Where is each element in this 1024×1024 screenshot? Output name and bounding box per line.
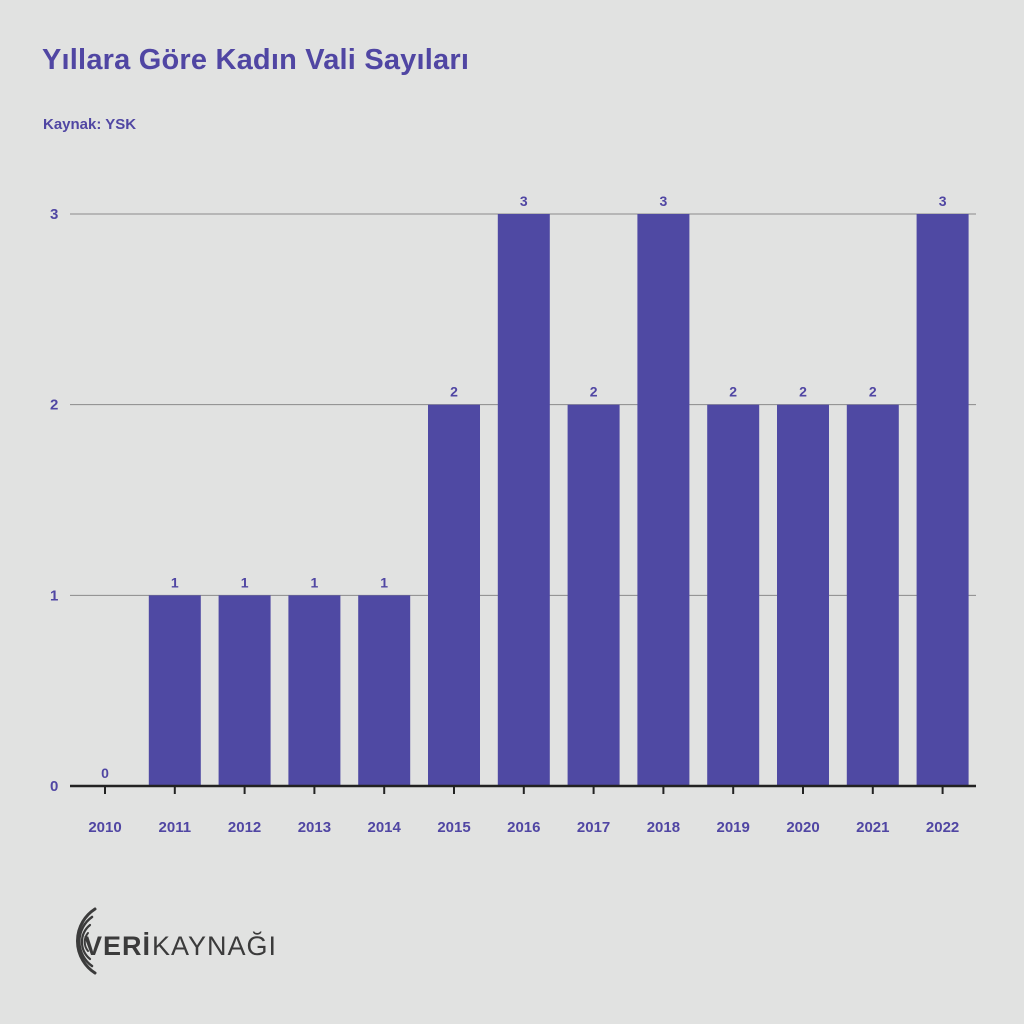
- data-label: 1: [380, 574, 388, 590]
- x-tick-label: 2016: [507, 819, 540, 836]
- bar: [707, 404, 760, 786]
- data-label: 2: [450, 384, 458, 400]
- bar: [916, 214, 969, 786]
- y-tick-label: 1: [50, 587, 58, 604]
- bar: [497, 214, 550, 786]
- bar: [567, 404, 620, 786]
- logo-arcs-icon: [76, 907, 97, 975]
- chart-title: Yıllara Göre Kadın Vali Sayıları: [42, 44, 470, 76]
- data-label: 1: [241, 574, 249, 590]
- bar: [777, 404, 829, 786]
- data-label: 3: [660, 193, 668, 209]
- bar: [148, 595, 201, 786]
- x-tick-label: 2022: [926, 819, 959, 836]
- labels: 0 1 2 3 0 2010 1 2011 1 2012 1 2013 1 2014 2 2015 3 2016 2…: [50, 193, 959, 836]
- bars: [148, 214, 969, 786]
- data-label: 2: [869, 384, 877, 400]
- x-tick-label: 2011: [159, 819, 192, 836]
- data-label: 3: [520, 193, 528, 209]
- data-label: 3: [939, 193, 947, 209]
- chart-source: Kaynak: YSK: [43, 116, 137, 133]
- x-tick-label: 2010: [88, 819, 121, 836]
- data-label: 2: [799, 384, 807, 400]
- bar: [637, 214, 690, 786]
- x-tick-label: 2013: [298, 819, 331, 836]
- logo-text-light: KAYNAĞI: [152, 931, 278, 961]
- x-axis: [70, 784, 976, 794]
- x-tick-label: 2018: [647, 819, 680, 836]
- bar: [428, 404, 480, 786]
- bar: [846, 404, 899, 786]
- x-tick-label: 2014: [368, 819, 402, 836]
- data-label: 1: [311, 574, 319, 590]
- data-label: 2: [590, 384, 598, 400]
- bar: [218, 595, 271, 786]
- bar: [358, 595, 411, 786]
- x-tick-label: 2021: [856, 819, 889, 836]
- data-label: 0: [101, 765, 109, 781]
- y-tick-label: 2: [50, 397, 58, 414]
- logo-text-bold: VERİ: [84, 931, 152, 961]
- data-label: 2: [729, 384, 737, 400]
- x-tick-label: 2012: [228, 819, 261, 836]
- y-tick-label: 3: [50, 206, 58, 223]
- y-tick-label: 0: [50, 778, 58, 795]
- x-tick-label: 2015: [437, 819, 470, 836]
- x-tick-label: 2017: [577, 819, 610, 836]
- bar: [288, 595, 341, 786]
- data-label: 1: [171, 574, 179, 590]
- x-tick-label: 2020: [786, 819, 819, 836]
- x-tick-label: 2019: [717, 819, 750, 836]
